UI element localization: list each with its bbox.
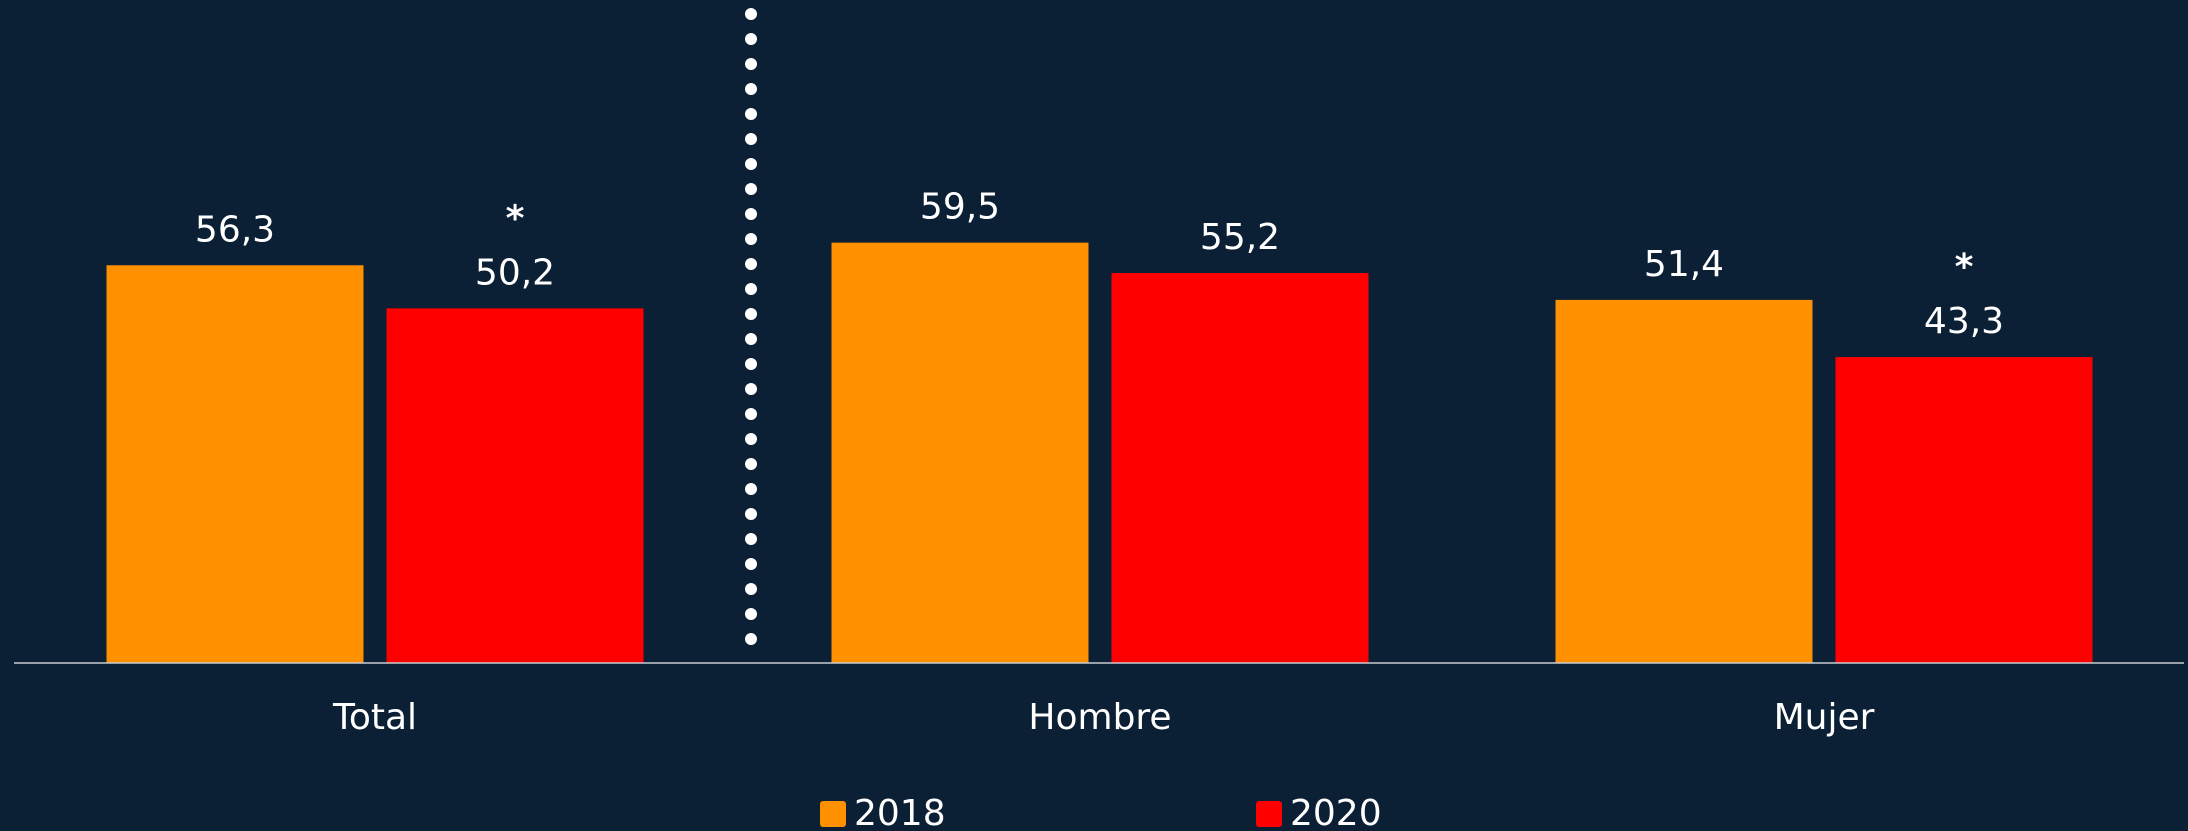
bar	[106, 265, 364, 663]
legend-label: 2020	[1290, 793, 1382, 831]
value-label: 55,2	[1200, 217, 1280, 258]
bar	[1555, 299, 1813, 663]
bar	[831, 242, 1089, 663]
bar	[386, 308, 644, 663]
annotation: *	[1955, 247, 1974, 288]
x-tick-label: Mujer	[1774, 697, 1875, 738]
value-label: 43,3	[1924, 301, 2004, 342]
value-label: 59,5	[920, 187, 1000, 228]
value-label: 50,2	[475, 252, 555, 293]
x-tick-label: Hombre	[1028, 697, 1171, 738]
legend-swatch	[820, 801, 846, 827]
bar	[1111, 273, 1369, 663]
x-tick-label: Total	[332, 697, 417, 738]
bar	[1835, 357, 2093, 663]
value-label: 56,3	[195, 209, 275, 250]
value-label: 51,4	[1644, 244, 1724, 285]
annotation: *	[506, 198, 525, 239]
legend-swatch	[1256, 801, 1282, 827]
legend-label: 2018	[854, 793, 946, 831]
